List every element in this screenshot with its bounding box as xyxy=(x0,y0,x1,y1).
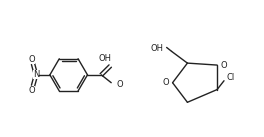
Text: O: O xyxy=(162,78,169,87)
Text: O: O xyxy=(29,86,35,95)
Text: O: O xyxy=(29,55,35,64)
Text: OH: OH xyxy=(99,54,112,63)
Text: N: N xyxy=(33,70,39,79)
Text: OH: OH xyxy=(151,44,164,53)
Text: O: O xyxy=(221,61,227,70)
Text: O: O xyxy=(116,80,123,89)
Text: Cl: Cl xyxy=(227,73,235,82)
